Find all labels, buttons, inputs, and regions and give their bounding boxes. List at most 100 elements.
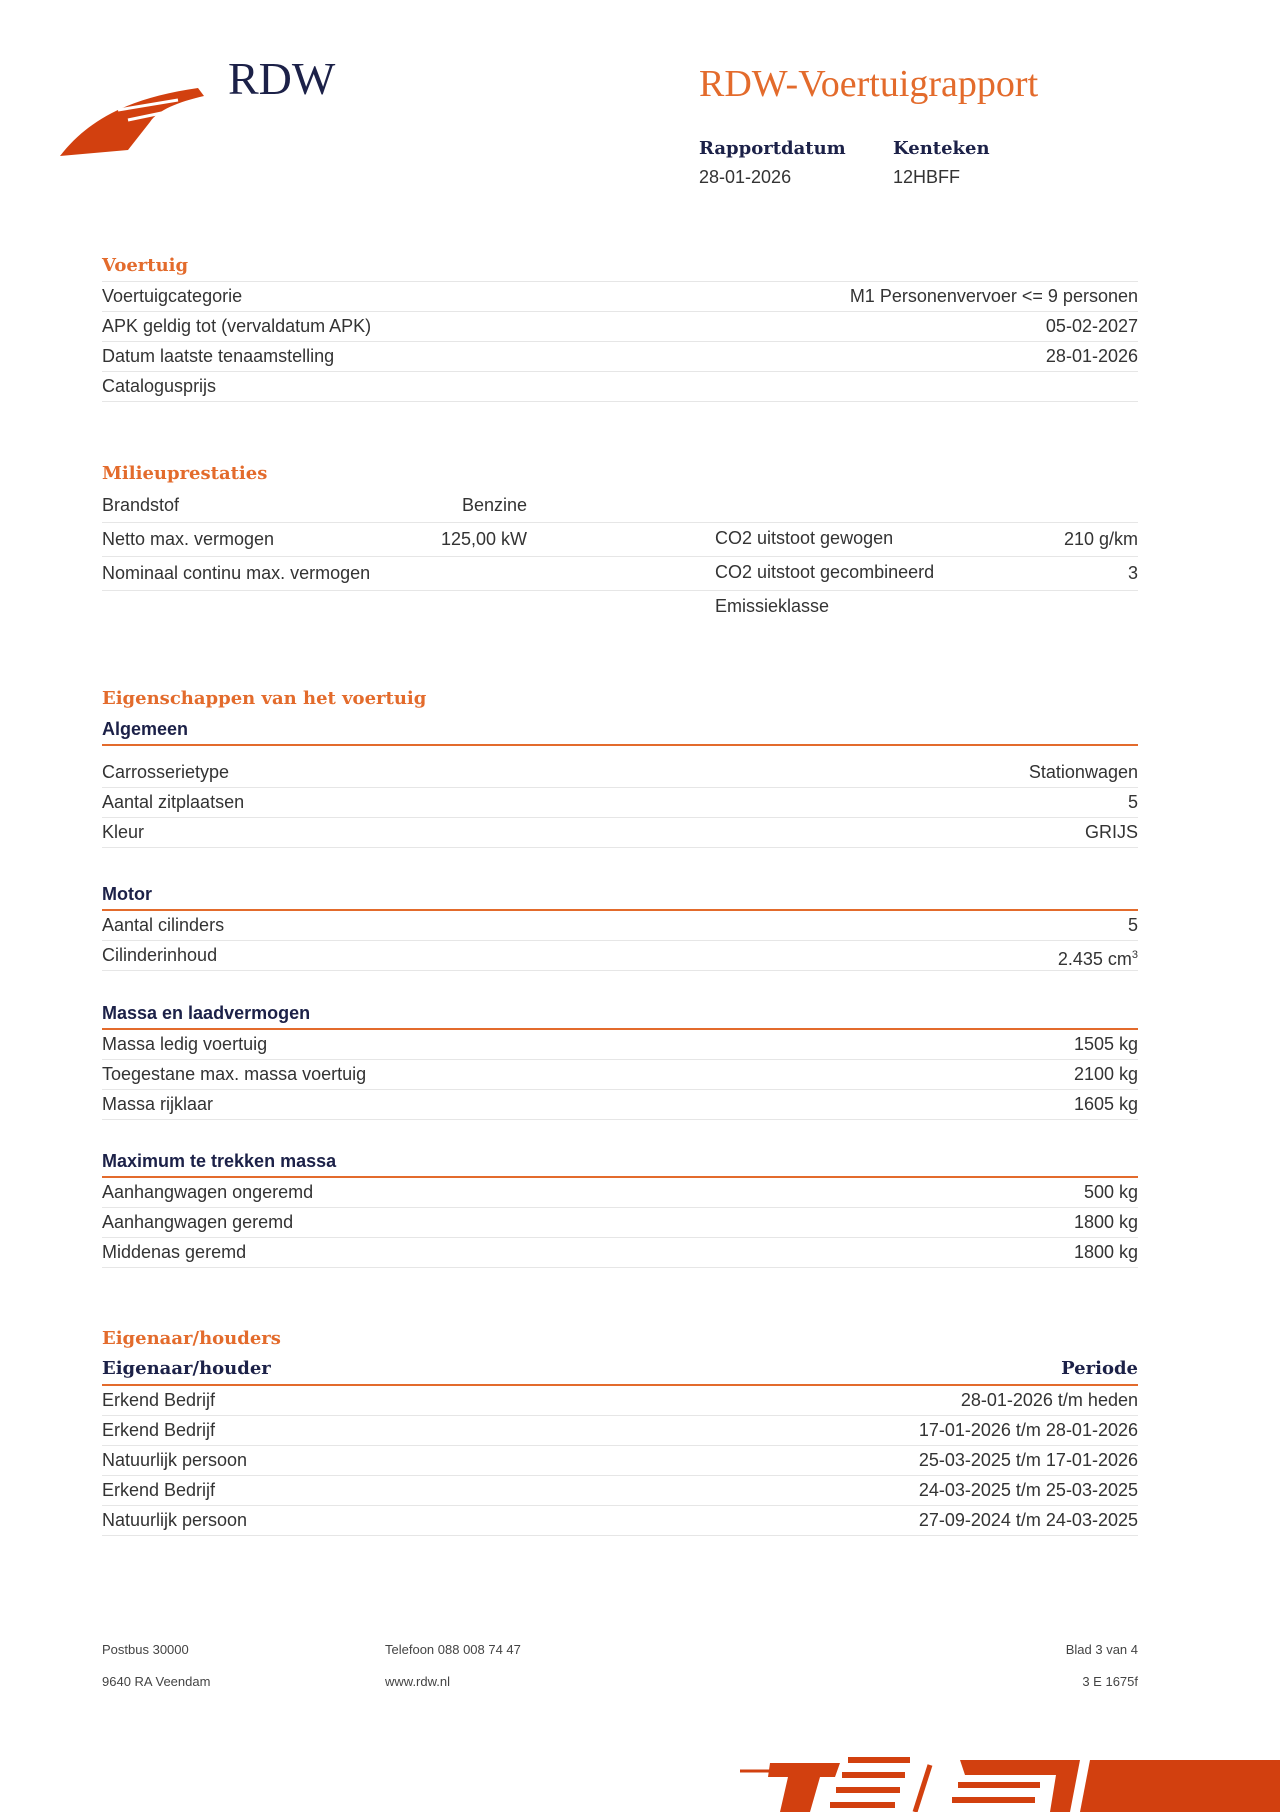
row-value-text: Stationwagen	[1028, 762, 1138, 782]
row-value-text: 2.435 cm	[1057, 949, 1132, 969]
row-value: 05-02-2027	[1046, 312, 1138, 341]
footer-web[interactable]: www.rdw.nl	[385, 1674, 451, 1689]
subsection-heading: Motor	[102, 879, 1138, 911]
row-value-text: M1 Personenvervoer <= 9 personen	[849, 286, 1138, 306]
row-label: Kleur	[102, 822, 145, 842]
row-value-text: 2100 kg	[1073, 1064, 1138, 1084]
footer-page: Blad 3 van 4	[1065, 1642, 1138, 1657]
table-row: Cilinderinhoud 2.435 cm3	[102, 941, 1138, 971]
footer-code: 3 E 1675f	[1082, 1674, 1138, 1689]
row-value-text: 17-01-2026 t/m 28-01-2026	[918, 1420, 1138, 1440]
table-row: Netto max. vermogen 125,00 kW CO2 uitstoot…	[102, 523, 1138, 582]
row-label: Emissieklasse	[715, 596, 830, 616]
table-row: Massa rijklaar 1605 kg	[102, 1090, 1138, 1120]
table-row: Toegestane max. massa voertuig 2100 kg	[102, 1060, 1138, 1090]
footer-phone: Telefoon 088 008 74 47	[385, 1642, 521, 1657]
row-value: 25-03-2025 t/m 17-01-2026	[919, 1446, 1138, 1475]
row-value: 1505 kg	[1074, 1030, 1138, 1059]
section-eigenschappen: Eigenschappen van het voertuig Algemeen …	[102, 684, 1138, 848]
row-label: Massa rijklaar	[102, 1094, 214, 1114]
row-value-text: 28-01-2026	[1045, 346, 1138, 366]
row-label: APK geldig tot (vervaldatum APK)	[102, 316, 372, 336]
row-value: 2.435 cm3	[1058, 941, 1138, 970]
row-label: Natuurlijk persoon	[102, 1510, 248, 1530]
row-label: Massa ledig voertuig	[102, 1034, 268, 1054]
section-massa: Massa en laadvermogen Massa ledig voertu…	[102, 998, 1138, 1120]
plate: 12HBFF	[893, 167, 961, 187]
row-value-text: 24-03-2025 t/m 25-03-2025	[918, 1480, 1138, 1500]
section-trekken: Maximum te trekken massa Aanhangwagen on…	[102, 1146, 1138, 1268]
row-value: Benzine	[461, 495, 527, 515]
table-row: Datum laatste tenaamstelling 28-01-2026	[102, 342, 1138, 372]
subsection-heading: Massa en laadvermogen	[102, 998, 1138, 1030]
report-title: RDW-Voertuigrapport	[699, 63, 1039, 105]
row-value-text: 28-01-2026 t/m heden	[960, 1390, 1138, 1410]
row-label: Erkend Bedrijf	[102, 1390, 216, 1410]
row-label: Brandstof	[102, 495, 180, 515]
row-value: 1800 kg	[1074, 1208, 1138, 1237]
table-row: Catalogusprijs	[102, 372, 1138, 402]
section-voertuig: Voertuig Voertuigcategorie M1 Personenver…	[102, 251, 1138, 402]
massa-heading: Massa en laadvermogen	[102, 1003, 311, 1023]
table-row: Nominaal continu max. vermogen Emissiekla…	[102, 557, 1138, 616]
col-period: Periode	[1061, 1358, 1138, 1379]
rdw-stripes-logo-icon	[740, 1757, 1280, 1812]
unit-superscript: 3	[1131, 949, 1138, 961]
row-label: Cilinderinhoud	[102, 945, 218, 965]
row-value	[402, 557, 527, 590]
row-value: 1800 kg	[1074, 1238, 1138, 1267]
row-value: 17-01-2026 t/m 28-01-2026	[919, 1416, 1138, 1445]
report-date: 28-01-2026	[699, 167, 792, 187]
row-value-text: 5	[1127, 792, 1138, 812]
row-label: Nominaal continu max. vermogen	[102, 563, 371, 583]
row-value: M1 Personenvervoer <= 9 personen	[850, 282, 1138, 311]
row-label: Toegestane max. massa voertuig	[102, 1064, 367, 1084]
row-label: Voertuigcategorie	[102, 286, 243, 306]
row-value: 1605 kg	[1074, 1090, 1138, 1119]
row-value-text: 25-03-2025 t/m 17-01-2026	[918, 1450, 1138, 1470]
row-value-text: 500 kg	[1083, 1182, 1138, 1202]
row-label: Aanhangwagen ongeremd	[102, 1182, 314, 1202]
row-label: CO2 uitstoot gecombineerd	[715, 562, 935, 582]
row-value: 27-09-2024 t/m 24-03-2025	[919, 1506, 1138, 1535]
col-owner: Eigenaar/houder	[102, 1358, 271, 1379]
table-row: Aantal zitplaatsen 5	[102, 788, 1138, 818]
row-label: Datum laatste tenaamstelling	[102, 346, 335, 366]
row-value-text: 1505 kg	[1073, 1034, 1138, 1054]
table-row: Middenas geremd 1800 kg	[102, 1238, 1138, 1268]
section-heading: Eigenschappen van het voertuig	[102, 688, 427, 709]
row-value	[715, 489, 1138, 522]
row-value: 500 kg	[1084, 1178, 1138, 1207]
table-row: Carrosserietype Stationwagen	[102, 758, 1138, 788]
footer-address1: Postbus 30000	[102, 1642, 189, 1657]
brand-name: RDW	[228, 53, 336, 104]
table-row: Massa ledig voertuig 1505 kg	[102, 1030, 1138, 1060]
row-label: Aantal zitplaatsen	[102, 792, 245, 812]
table-row: APK geldig tot (vervaldatum APK) 05-02-20…	[102, 312, 1138, 342]
row-value: 28-01-2026	[1046, 342, 1138, 371]
table-row: Voertuigcategorie M1 Personenvervoer <= 9…	[102, 282, 1138, 312]
row-label: Middenas geremd	[102, 1242, 247, 1262]
subsection-heading: Algemeen	[102, 714, 1138, 746]
table-row: Erkend Bedrijf 24-03-2025 t/m 25-03-2025	[102, 1476, 1138, 1506]
section-heading: Eigenaar/houders	[102, 1328, 281, 1349]
rdw-logo-icon	[60, 88, 204, 156]
row-value: 5	[1128, 788, 1138, 817]
row-value-text: 05-02-2027	[1045, 316, 1138, 336]
trekken-heading: Maximum te trekken massa	[102, 1151, 337, 1171]
row-label: Erkend Bedrijf	[102, 1420, 216, 1440]
table-row: Erkend Bedrijf 17-01-2026 t/m 28-01-2026	[102, 1416, 1138, 1446]
table-row: Natuurlijk persoon 25-03-2025 t/m 17-01-2…	[102, 1446, 1138, 1476]
table-row: Natuurlijk persoon 27-09-2024 t/m 24-03-2…	[102, 1506, 1138, 1536]
row-value-text: 5	[1127, 915, 1138, 935]
section-heading: Voertuig	[102, 251, 1138, 282]
section-heading: Milieuprestaties	[102, 463, 268, 484]
row-label: Aantal cilinders	[102, 915, 225, 935]
row-label: Natuurlijk persoon	[102, 1450, 248, 1470]
section-eigenaar: Eigenaar/houders Eigenaar/houder Periode…	[102, 1324, 1138, 1536]
subsection-heading: Maximum te trekken massa	[102, 1146, 1138, 1178]
row-value-text: 1800 kg	[1073, 1212, 1138, 1232]
table-row: Kleur GRIJS	[102, 818, 1138, 848]
row-value: 210 g/km	[1063, 529, 1138, 549]
row-label: Netto max. vermogen	[102, 529, 275, 549]
